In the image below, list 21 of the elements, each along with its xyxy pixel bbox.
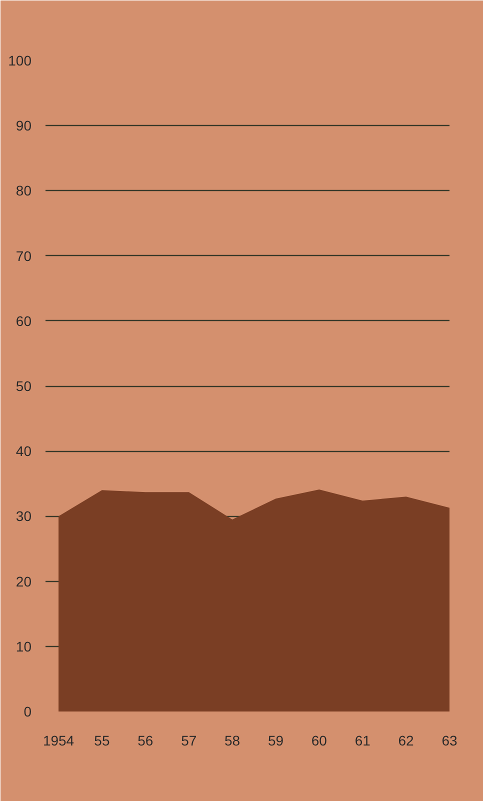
y-tick-label: 80 [16, 182, 32, 199]
y-tick-label: 60 [16, 312, 32, 329]
y-tick-label: 20 [16, 573, 32, 590]
x-tick-label: 1954 [42, 732, 74, 748]
x-tick-label: 57 [181, 732, 197, 748]
y-tick-label: 50 [16, 378, 32, 394]
x-tick-label: 62 [398, 732, 414, 748]
y-tick-label: 30 [16, 508, 32, 524]
x-tick-label: 55 [94, 732, 110, 748]
x-tick-label: 58 [224, 732, 240, 748]
y-tick-label: 90 [16, 118, 32, 134]
y-tick-label: 10 [16, 638, 32, 654]
x-tick-label: 56 [138, 732, 154, 748]
x-tick-label: 63 [442, 732, 458, 748]
y-tick-label: 100 [8, 52, 32, 68]
x-tick-label: 61 [354, 732, 371, 748]
y-tick-label: 70 [16, 248, 32, 264]
x-tick-label: 59 [268, 732, 284, 748]
y-tick-label: 0 [24, 704, 32, 720]
y-tick-label: 40 [16, 443, 32, 460]
x-tick-label: 60 [311, 732, 328, 748]
